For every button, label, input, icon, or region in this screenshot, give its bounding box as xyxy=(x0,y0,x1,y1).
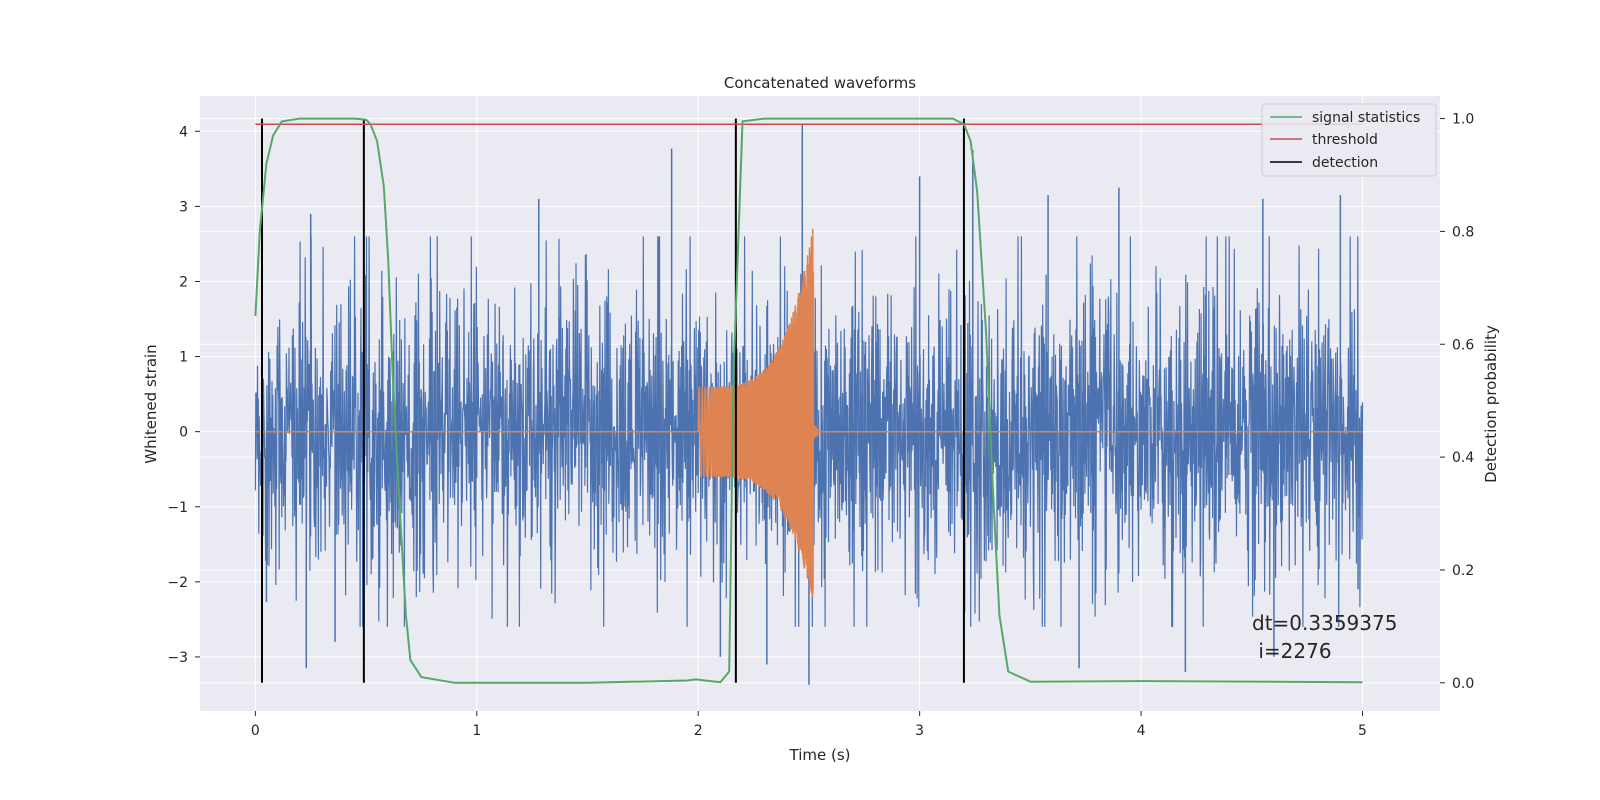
x-tick-label: 0 xyxy=(251,723,260,739)
series-signal-statistics xyxy=(254,117,1363,684)
legend-box xyxy=(1261,103,1437,177)
x-tick-label: 5 xyxy=(1358,723,1367,739)
y-tick-label: 4 xyxy=(179,124,188,140)
y-right-tick-label: 0.0 xyxy=(1452,676,1474,692)
y-axis-title: Whitened strain xyxy=(142,344,160,463)
y-tick-label: 2 xyxy=(179,274,188,290)
x-tick-label: 1 xyxy=(472,723,481,739)
y-right-tick-label: 1.0 xyxy=(1452,112,1474,128)
y-right-tick-label: 0.4 xyxy=(1452,450,1474,466)
annotation-dt: dt=0.3359375 xyxy=(1252,611,1397,635)
y-right-tick-label: 0.6 xyxy=(1452,337,1474,353)
legend-label-signal-statistics: signal statistics xyxy=(1312,110,1420,126)
y-tick-label: 3 xyxy=(179,199,188,215)
plot-area xyxy=(254,117,1364,685)
y-tick-label: 1 xyxy=(179,350,188,366)
legend-label-detection: detection xyxy=(1312,155,1378,171)
series-chirp xyxy=(255,228,1363,597)
y-tick-label: −2 xyxy=(167,575,188,591)
y-tick-label: −3 xyxy=(167,650,188,666)
chart-title: Concatenated waveforms xyxy=(724,74,916,92)
x-tick-label: 4 xyxy=(1137,723,1146,739)
y-tick-label: 0 xyxy=(179,425,188,441)
x-tick-label: 2 xyxy=(694,723,703,739)
x-tick-label: 3 xyxy=(915,723,924,739)
y-right-tick-label: 0.2 xyxy=(1452,563,1474,579)
axes: 0 1 2 3 4 5 −3 −2 −1 0 1 2 3 4 0.0 0.2 0.4 0.6 0.8 1.0 xyxy=(167,112,1474,739)
y-axis-right-title: Detection probability xyxy=(1482,325,1500,483)
y-tick-label: −1 xyxy=(167,500,188,516)
x-axis-title: Time (s) xyxy=(789,746,851,764)
y-right-tick-label: 0.8 xyxy=(1452,224,1474,240)
legend: signal statistics threshold detection xyxy=(1261,103,1437,177)
annotation-i: i=2276 xyxy=(1252,639,1332,663)
legend-label-threshold: threshold xyxy=(1312,132,1378,148)
